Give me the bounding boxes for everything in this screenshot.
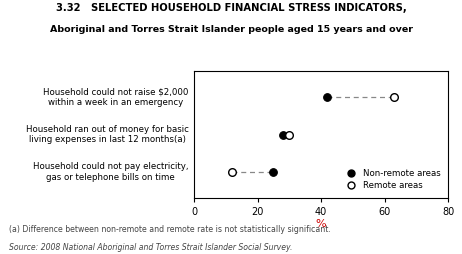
Text: 3.32   SELECTED HOUSEHOLD FINANCIAL STRESS INDICATORS,: 3.32 SELECTED HOUSEHOLD FINANCIAL STRESS… [55, 3, 407, 12]
Text: Household could not raise $2,000
within a week in an emergency: Household could not raise $2,000 within … [43, 88, 188, 107]
X-axis label: %: % [316, 218, 326, 229]
Text: Household ran out of money for basic
living expenses in last 12 months(a): Household ran out of money for basic liv… [25, 125, 188, 144]
Text: Source: 2008 National Aboriginal and Torres Strait Islander Social Survey.: Source: 2008 National Aboriginal and Tor… [9, 243, 293, 251]
Legend: Non-remote areas, Remote areas: Non-remote areas, Remote areas [339, 166, 444, 194]
Text: Household could not pay electricity,
gas or telephone bills on time: Household could not pay electricity, gas… [33, 162, 188, 182]
Text: Aboriginal and Torres Strait Islander people aged 15 years and over: Aboriginal and Torres Strait Islander pe… [49, 25, 413, 34]
Text: (a) Difference between non-remote and remote rate is not statistically significa: (a) Difference between non-remote and re… [9, 225, 331, 234]
